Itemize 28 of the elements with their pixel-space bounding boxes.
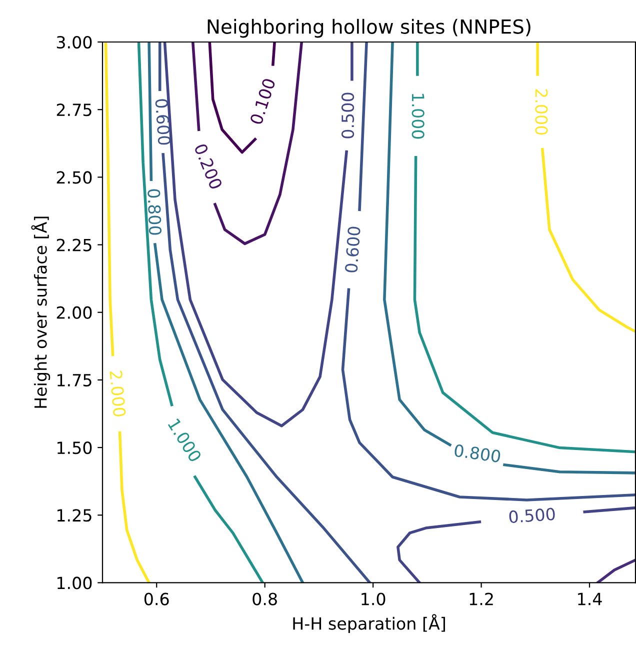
y-tick-label: 1.50 <box>58 441 92 454</box>
x-tick-label: 1.0 <box>362 592 386 606</box>
x-tick-label: 0.6 <box>144 592 169 606</box>
annotation: 0.800 <box>454 444 501 463</box>
y-tick-label: 3.00 <box>56 36 92 49</box>
x-axis-title: H-H separation [Å] <box>293 614 445 634</box>
annotation: 0.200 <box>194 143 223 190</box>
y-tick-label: 2.50 <box>56 171 92 184</box>
x-tick-label: 1.4 <box>578 592 602 606</box>
y-tick-label: 1.00 <box>58 576 92 590</box>
y-tick-label: 2.75 <box>56 104 92 116</box>
annotation: 0.800 <box>147 189 162 235</box>
annotation: 0.500 <box>341 92 354 138</box>
y-tick-label: 2.25 <box>56 238 92 252</box>
x-tick-label: 1.2 <box>470 592 493 606</box>
annotation: 2.000 <box>110 370 126 417</box>
annotation: 0.600 <box>344 226 361 273</box>
x-tick-label: 0.8 <box>252 592 277 606</box>
annotation: 2.000 <box>535 89 548 135</box>
chart-title: Neighboring hollow sites (NNPES) <box>208 18 530 38</box>
annotation: 0.600 <box>155 98 171 146</box>
y-tick-label: 2.00 <box>56 306 92 319</box>
y-tick-label: 1.25 <box>58 509 92 522</box>
annotation: 0.100 <box>250 78 276 126</box>
annotation: 1.000 <box>412 94 424 139</box>
y-tick-label: 1.75 <box>58 374 92 387</box>
annotation: 0.500 <box>508 508 556 524</box>
y-axis-title: Height over surface [Å] <box>31 216 50 408</box>
